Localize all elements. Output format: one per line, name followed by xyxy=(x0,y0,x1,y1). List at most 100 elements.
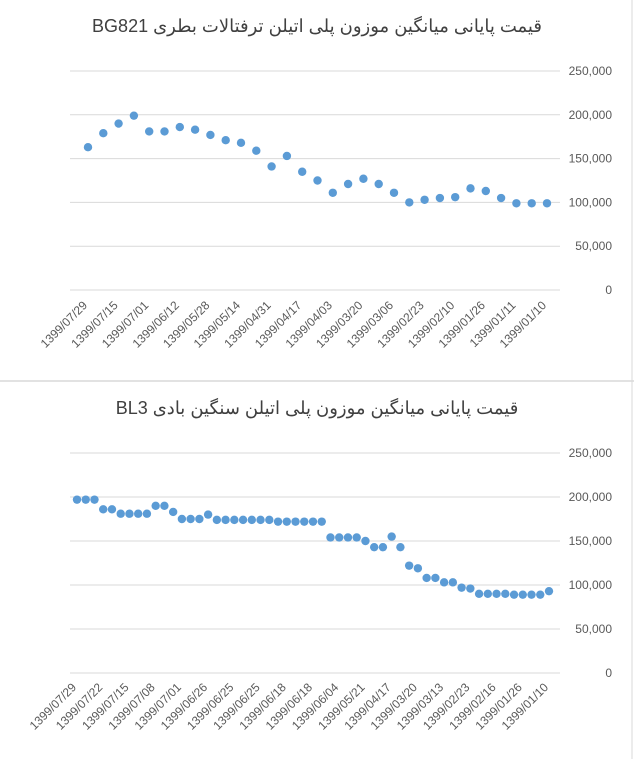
y-tick-label: 50,000 xyxy=(575,239,612,253)
data-point xyxy=(116,509,125,518)
y-tick-label: 250,000 xyxy=(569,446,613,460)
data-point xyxy=(422,573,431,583)
data-point xyxy=(221,136,230,145)
data-point xyxy=(81,495,90,504)
data-point xyxy=(413,564,423,573)
chart-title: قیمت پایانی میانگین موزون پلی اتیلن سنگی… xyxy=(116,397,519,419)
data-point xyxy=(527,199,536,208)
data-point xyxy=(352,533,361,542)
data-point xyxy=(273,517,283,526)
data-point xyxy=(256,515,265,525)
data-point xyxy=(483,589,493,598)
data-point xyxy=(435,193,445,203)
data-point xyxy=(175,122,184,132)
data-point xyxy=(221,515,230,525)
data-point xyxy=(129,111,139,120)
data-point xyxy=(230,515,239,525)
data-point xyxy=(404,561,414,570)
y-tick-label: 150,000 xyxy=(569,152,613,166)
data-point xyxy=(267,162,276,171)
data-point xyxy=(151,501,160,510)
data-point xyxy=(343,533,353,542)
y-tick-label: 200,000 xyxy=(569,490,613,504)
data-point xyxy=(448,578,458,587)
data-point xyxy=(389,188,399,197)
data-point xyxy=(466,184,475,193)
data-point xyxy=(374,179,383,189)
chart-title: قیمت پایانی میانگین موزون پلی اتیلن ترفت… xyxy=(92,15,542,37)
data-point xyxy=(282,151,292,161)
data-point xyxy=(300,517,309,526)
data-point xyxy=(236,138,246,148)
data-point xyxy=(527,590,536,599)
data-point xyxy=(396,542,405,552)
data-point xyxy=(282,517,291,526)
data-point xyxy=(90,495,99,504)
data-point xyxy=(326,533,335,542)
data-point xyxy=(361,536,370,546)
data-point xyxy=(542,199,552,208)
data-point xyxy=(512,199,521,208)
data-point xyxy=(168,507,178,517)
data-point xyxy=(195,514,204,524)
data-point xyxy=(238,515,248,525)
data-point xyxy=(99,128,108,138)
data-point xyxy=(206,130,215,140)
data-point xyxy=(160,501,169,510)
y-tick-label: 50,000 xyxy=(575,622,612,636)
data-point xyxy=(536,590,545,599)
data-point xyxy=(125,509,134,518)
data-point xyxy=(107,505,117,514)
data-point xyxy=(496,193,506,203)
y-tick-label: 100,000 xyxy=(569,578,613,592)
data-point xyxy=(509,590,519,599)
data-point xyxy=(114,119,123,128)
data-point xyxy=(265,515,274,525)
data-point xyxy=(160,127,169,136)
data-point xyxy=(420,195,429,204)
data-point xyxy=(142,509,152,518)
y-tick-label: 250,000 xyxy=(569,64,613,78)
data-point xyxy=(203,510,213,519)
data-point xyxy=(186,514,195,524)
data-point xyxy=(291,517,300,526)
data-point xyxy=(466,584,475,593)
data-point xyxy=(133,509,143,518)
data-point xyxy=(72,495,82,504)
data-point xyxy=(308,517,318,526)
y-tick-label: 150,000 xyxy=(569,534,613,548)
data-point xyxy=(145,127,154,136)
data-point xyxy=(99,505,108,514)
data-point xyxy=(190,125,200,134)
data-point xyxy=(298,167,307,176)
data-point xyxy=(474,589,484,598)
data-point xyxy=(501,589,510,598)
data-point xyxy=(387,532,396,541)
y-tick-label: 100,000 xyxy=(569,195,613,209)
data-point xyxy=(83,143,93,152)
data-point xyxy=(431,573,440,583)
data-point xyxy=(544,586,554,596)
data-point xyxy=(481,186,490,196)
data-point xyxy=(405,198,414,207)
data-point xyxy=(313,176,322,185)
data-point xyxy=(335,533,344,542)
y-tick-label: 0 xyxy=(605,283,612,297)
data-point xyxy=(359,174,368,183)
data-point xyxy=(518,590,527,599)
y-tick-label: 0 xyxy=(605,666,612,680)
data-point xyxy=(177,514,187,524)
data-point xyxy=(457,583,466,592)
data-point xyxy=(378,542,388,552)
data-point xyxy=(212,515,222,525)
data-point xyxy=(439,578,449,587)
y-tick-label: 200,000 xyxy=(569,108,613,122)
data-point xyxy=(492,589,501,598)
data-point xyxy=(317,517,326,526)
data-point xyxy=(328,188,337,197)
data-point xyxy=(252,146,261,155)
data-point xyxy=(369,542,379,552)
data-point xyxy=(451,192,460,202)
